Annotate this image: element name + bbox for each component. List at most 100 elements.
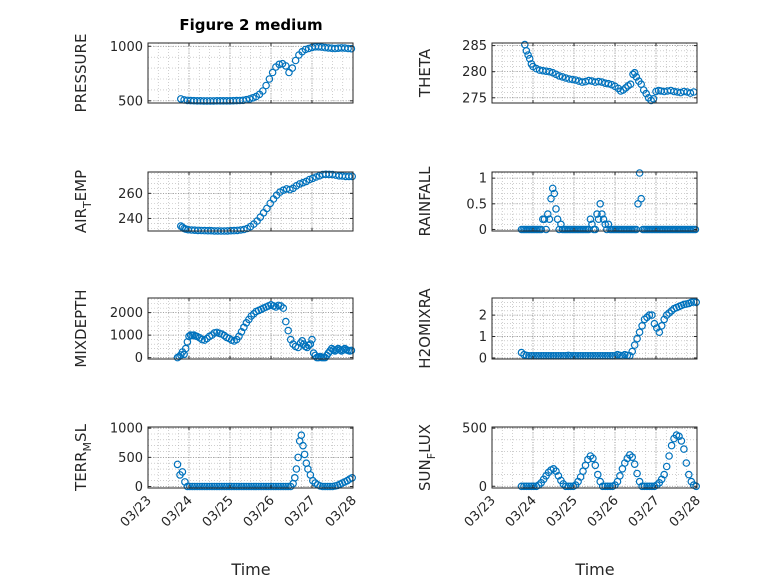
y-tick-label: 280	[462, 65, 487, 80]
data-point	[232, 482, 241, 491]
y-axis-label: AIRTEMP	[72, 170, 94, 233]
y-axis-label: RAINFALL	[416, 166, 434, 237]
data-point	[269, 482, 278, 491]
y-axis-label-subscript: F	[425, 453, 438, 459]
data-point	[544, 468, 553, 477]
data-point	[344, 44, 352, 53]
data-point	[588, 220, 596, 229]
y-tick-label: 0	[479, 351, 487, 366]
data-point	[299, 441, 307, 450]
data-point	[318, 482, 327, 491]
data-point	[630, 341, 639, 349]
y-tick-label: 1	[479, 330, 487, 345]
data-point	[297, 431, 306, 440]
data-point	[254, 482, 263, 491]
data-point	[591, 225, 600, 234]
y-tick-label: 0	[479, 480, 487, 495]
x-tick-label: 03/27	[282, 493, 319, 530]
data-point	[205, 482, 214, 491]
data-point	[284, 326, 293, 335]
data-point	[323, 482, 332, 491]
data-point	[301, 45, 310, 54]
series-markers	[520, 40, 698, 105]
subplot-pressure: 500 1000 PRESSURE	[72, 34, 356, 113]
x-tick-label: 03/26	[241, 493, 278, 530]
data-point	[252, 482, 261, 491]
data-point	[657, 321, 666, 330]
x-tick-label: 03/24	[503, 493, 540, 530]
data-point	[250, 482, 258, 491]
data-point	[308, 335, 316, 344]
y-tick-label: 285	[462, 39, 487, 54]
data-point	[589, 454, 597, 463]
data-point	[596, 200, 605, 208]
data-point	[245, 95, 254, 103]
y-axis-label-main: H2OMIXRA	[416, 288, 434, 369]
data-point	[306, 340, 315, 348]
subplot-theta: 275 280 285 THETA	[416, 39, 698, 106]
data-point	[557, 220, 565, 229]
data-point	[240, 482, 248, 491]
y-axis-label-main: SUN	[416, 459, 434, 491]
data-point	[267, 482, 275, 491]
data-point	[178, 468, 187, 476]
data-point	[279, 482, 288, 491]
axes-box	[491, 297, 698, 360]
data-point	[625, 451, 634, 459]
data-point	[662, 462, 671, 471]
x-tick-label: 03/27	[626, 493, 663, 530]
y-axis-label: H2OMIXRA	[416, 288, 434, 369]
x-tick-label: 03/28	[323, 493, 360, 530]
y-axis-label: TERRMSL	[72, 423, 94, 492]
data-point	[276, 482, 285, 491]
data-point	[220, 482, 229, 491]
data-point	[237, 482, 246, 491]
y-tick-label: 500	[462, 422, 487, 437]
y-axis-label-main: PRESSURE	[72, 34, 90, 113]
data-point	[262, 81, 270, 90]
y-axis-label-main: MIXDEPTH	[72, 289, 90, 367]
data-point	[616, 471, 624, 480]
data-point	[240, 225, 248, 234]
data-point	[691, 225, 700, 234]
data-point	[638, 482, 646, 491]
data-point	[593, 210, 601, 218]
series-markers	[177, 42, 356, 105]
y-tick-label: 0	[135, 480, 143, 495]
data-point	[308, 174, 317, 183]
y-tick-label: 1000	[110, 422, 143, 437]
data-point	[215, 482, 224, 491]
x-tick-label: 03/25	[200, 493, 237, 530]
data-point	[543, 210, 552, 218]
minor-grid	[147, 298, 354, 359]
data-point	[650, 319, 659, 328]
data-point	[540, 215, 549, 224]
data-point	[186, 482, 194, 491]
x-axis-label-left: Time	[230, 560, 270, 579]
data-point	[648, 311, 656, 319]
y-axis-label-tail: EMP	[72, 170, 90, 201]
data-point	[598, 482, 607, 491]
data-point	[626, 80, 635, 89]
x-tick-label: 03/28	[667, 493, 704, 530]
data-point	[548, 184, 557, 193]
y-tick-label: 275	[462, 91, 487, 106]
data-point	[586, 215, 595, 224]
data-point	[281, 482, 290, 491]
data-point	[259, 482, 268, 491]
data-point	[564, 482, 573, 491]
data-point	[247, 482, 256, 491]
data-point	[547, 194, 555, 203]
data-point	[345, 172, 353, 181]
data-point	[304, 341, 313, 350]
y-tick-label: 2	[479, 309, 487, 324]
data-point	[598, 210, 606, 218]
data-point	[692, 298, 701, 307]
data-point	[525, 54, 534, 63]
data-point	[288, 64, 297, 72]
x-tick-label: 03/24	[159, 493, 196, 530]
data-point	[628, 347, 637, 356]
data-point	[594, 215, 603, 224]
data-point	[677, 437, 686, 445]
